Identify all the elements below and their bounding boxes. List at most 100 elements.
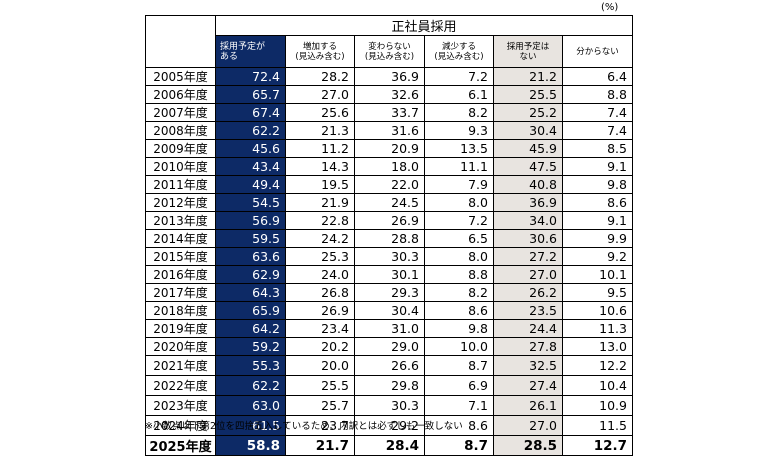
year-cell: 2020年度 [145, 337, 216, 356]
value-cell: 9.5 [562, 283, 633, 302]
value-cell: 22.8 [285, 211, 355, 230]
value-cell: 27.8 [493, 337, 563, 356]
year-cell: 2012年度 [145, 193, 216, 212]
year-cell: 2015年度 [145, 247, 216, 266]
year-cell: 2022年度 [145, 375, 216, 396]
table-row: 2016年度 62.9 24.0 30.1 8.8 27.0 10.1 [145, 265, 633, 284]
table-row: 2006年度 65.7 27.0 32.6 6.1 25.5 8.8 [145, 85, 633, 104]
value-cell: 63.6 [215, 247, 286, 266]
footnote: ※小数点以下第2位を四捨五入しているため、内訳とは必ずしも一致しない [145, 421, 463, 432]
table-row: 2011年度 49.4 19.5 22.0 7.9 40.8 9.8 [145, 175, 633, 194]
table-row: 2022年度 62.2 25.5 29.8 6.9 27.4 10.4 [145, 375, 633, 396]
table-row: 2019年度 64.2 23.4 31.0 9.8 24.4 11.3 [145, 319, 633, 338]
value-cell: 30.4 [354, 301, 425, 320]
value-cell: 30.4 [493, 121, 563, 140]
employment-table: 正社員採用 採用予定が ある 増加する (見込み含む) 変わらない (見込み含む) 減少する… [145, 15, 633, 456]
year-cell: 2006年度 [145, 85, 216, 104]
value-cell: 28.2 [285, 67, 355, 86]
value-cell: 40.8 [493, 175, 563, 194]
value-cell: 54.5 [215, 193, 286, 212]
value-cell: 30.3 [354, 247, 425, 266]
value-cell: 10.1 [562, 265, 633, 284]
column-header-line: 増加する [302, 41, 337, 52]
value-cell: 58.8 [215, 435, 286, 456]
column-header-row: 採用予定が ある 増加する (見込み含む) 変わらない (見込み含む) 減少する (見込み含む… [146, 35, 633, 68]
column-header: 減少する (見込み含む) [424, 35, 494, 68]
table-row: 2009年度 45.6 11.2 20.9 13.5 45.9 8.5 [145, 139, 633, 158]
value-cell: 24.2 [285, 229, 355, 248]
value-cell: 27.0 [285, 85, 355, 104]
value-cell: 24.0 [285, 265, 355, 284]
table-row: 2015年度 63.6 25.3 30.3 8.0 27.2 9.2 [145, 247, 633, 266]
column-header-line: 変わらない [368, 41, 411, 52]
value-cell: 9.1 [562, 157, 633, 176]
value-cell: 7.2 [424, 67, 494, 86]
value-cell: 26.9 [354, 211, 425, 230]
year-cell: 2016年度 [145, 265, 216, 284]
value-cell: 47.5 [493, 157, 563, 176]
table-body: 2005年度 72.4 28.2 36.9 7.2 21.2 6.4 2006年度 65.7 27… [145, 67, 633, 456]
value-cell: 28.5 [493, 435, 563, 456]
value-cell: 18.0 [354, 157, 425, 176]
value-cell: 22.0 [354, 175, 425, 194]
value-cell: 11.3 [562, 319, 633, 338]
unit-label: (%) [601, 2, 619, 13]
value-cell: 6.1 [424, 85, 494, 104]
column-header-line: 分からない [576, 46, 619, 57]
year-cell: 2011年度 [145, 175, 216, 194]
column-header: 変わらない (見込み含む) [354, 35, 425, 68]
group-header-row: 正社員採用 [145, 15, 633, 68]
value-cell: 63.0 [215, 395, 286, 416]
value-cell: 8.8 [424, 265, 494, 284]
value-cell: 25.7 [285, 395, 355, 416]
value-cell: 34.0 [493, 211, 563, 230]
value-cell: 13.5 [424, 139, 494, 158]
value-cell: 6.4 [562, 67, 633, 86]
value-cell: 9.1 [562, 211, 633, 230]
table-row: 2010年度 43.4 14.3 18.0 11.1 47.5 9.1 [145, 157, 633, 176]
table-row: 2024年度 61.5 23.7 29.2 8.6 27.0 11.5 [145, 415, 633, 436]
value-cell: 6.9 [424, 375, 494, 396]
year-cell: 2010年度 [145, 157, 216, 176]
value-cell: 27.0 [493, 265, 563, 284]
year-cell: 2008年度 [145, 121, 216, 140]
value-cell: 8.7 [424, 355, 494, 376]
column-header-line: 採用予定が [220, 41, 266, 52]
value-cell: 45.9 [493, 139, 563, 158]
value-cell: 20.0 [285, 355, 355, 376]
year-cell: 2017年度 [145, 283, 216, 302]
value-cell: 6.5 [424, 229, 494, 248]
table-row: 2023年度 63.0 25.7 30.3 7.1 26.1 10.9 [145, 395, 633, 416]
value-cell: 30.3 [354, 395, 425, 416]
value-cell: 29.8 [354, 375, 425, 396]
value-cell: 29.0 [354, 337, 425, 356]
value-cell: 28.4 [354, 435, 425, 456]
year-cell: 2025年度 [145, 435, 216, 456]
value-cell: 25.5 [285, 375, 355, 396]
value-cell: 8.6 [562, 193, 633, 212]
value-cell: 7.4 [562, 103, 633, 122]
table-row: 2020年度 59.2 20.2 29.0 10.0 27.8 13.0 [145, 337, 633, 356]
year-cell: 2005年度 [145, 67, 216, 86]
year-cell: 2018年度 [145, 301, 216, 320]
table-row: 2014年度 59.5 24.2 28.8 6.5 30.6 9.9 [145, 229, 633, 248]
table-row: 2018年度 65.9 26.9 30.4 8.6 23.5 10.6 [145, 301, 633, 320]
value-cell: 31.6 [354, 121, 425, 140]
value-cell: 45.6 [215, 139, 286, 158]
value-cell: 29.3 [354, 283, 425, 302]
value-cell: 12.2 [562, 355, 633, 376]
table-row: 2025年度 58.8 21.7 28.4 8.7 28.5 12.7 [145, 435, 633, 456]
value-cell: 20.9 [354, 139, 425, 158]
value-cell: 10.0 [424, 337, 494, 356]
value-cell: 26.8 [285, 283, 355, 302]
value-cell: 9.8 [424, 319, 494, 338]
value-cell: 7.9 [424, 175, 494, 194]
value-cell: 43.4 [215, 157, 286, 176]
table-row: 2007年度 67.4 25.6 33.7 8.2 25.2 7.4 [145, 103, 633, 122]
value-cell: 36.9 [493, 193, 563, 212]
value-cell: 10.4 [562, 375, 633, 396]
value-cell: 33.7 [354, 103, 425, 122]
value-cell: 8.8 [562, 85, 633, 104]
value-cell: 8.0 [424, 247, 494, 266]
value-cell: 10.6 [562, 301, 633, 320]
